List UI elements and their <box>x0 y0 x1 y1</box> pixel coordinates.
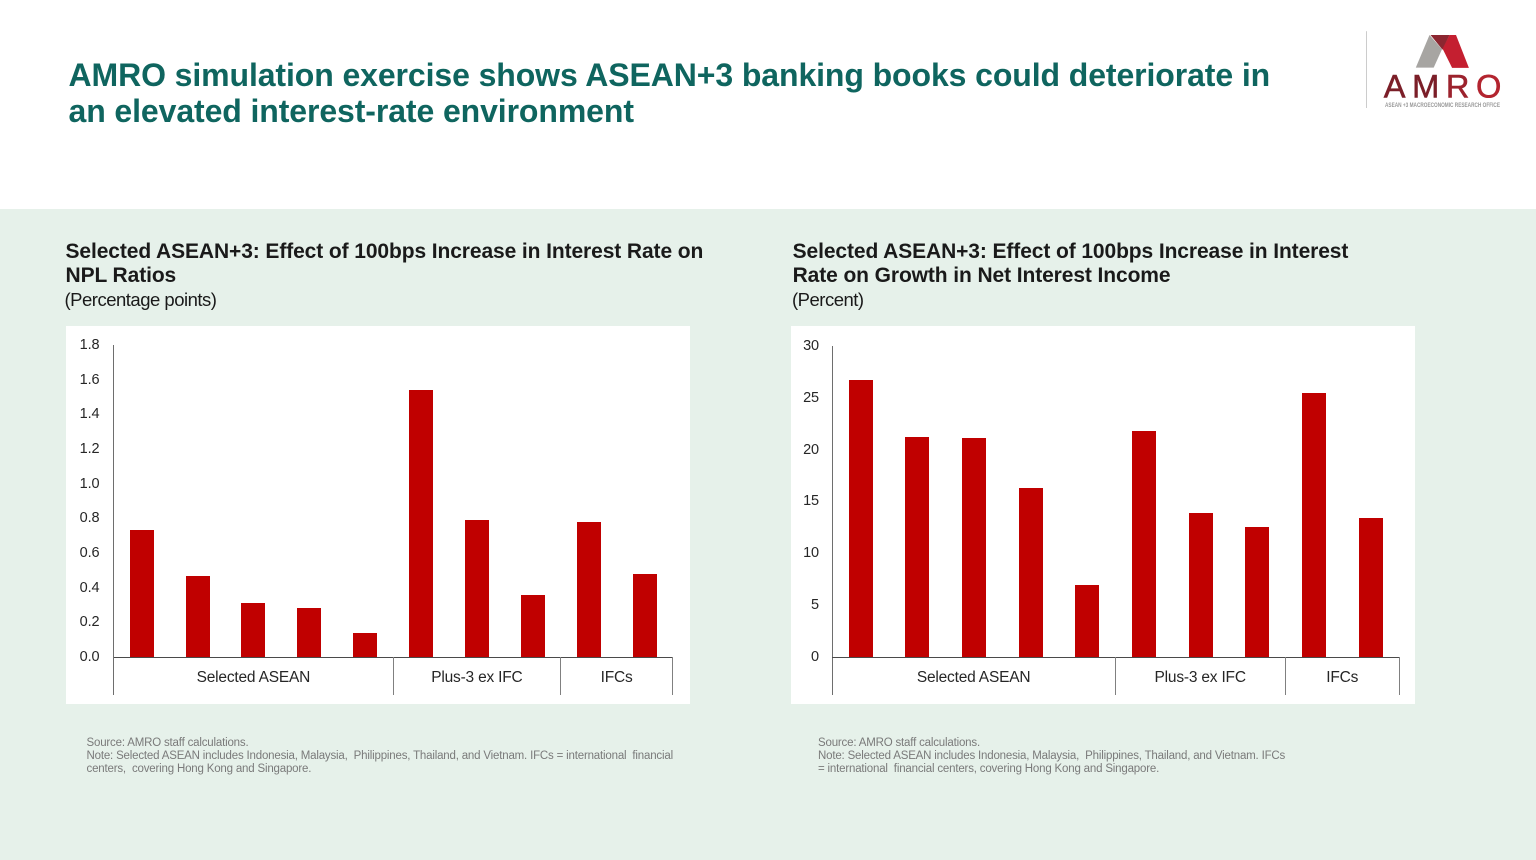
svg-text:AMRO: AMRO <box>1384 67 1508 104</box>
svg-text:ASEAN +3 MACROECONOMIC RESEARC: ASEAN +3 MACROECONOMIC RESEARCH OFFICE <box>1385 102 1500 109</box>
